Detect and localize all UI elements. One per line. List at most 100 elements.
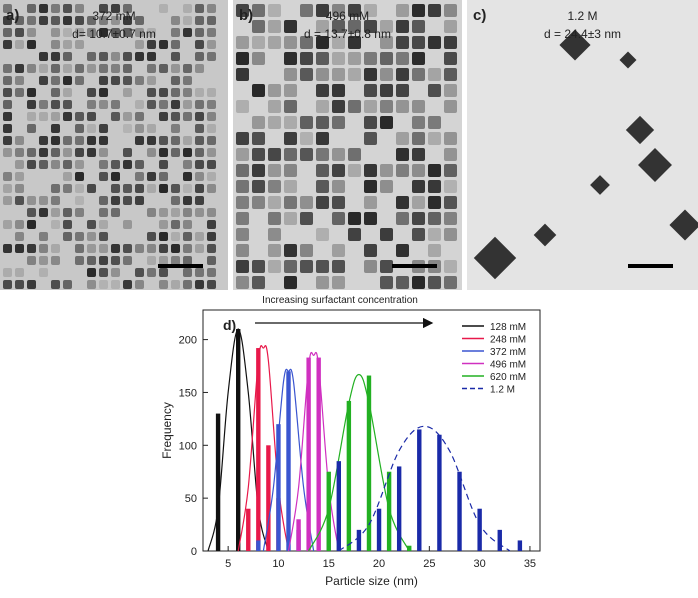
nanoparticle (428, 84, 441, 97)
nanoparticle (15, 148, 24, 157)
nanoparticle (63, 16, 72, 25)
nanoparticle (284, 260, 297, 273)
nanoparticle (147, 208, 156, 217)
nanoparticle (428, 36, 441, 49)
nanoparticle (252, 36, 265, 49)
nanoparticle (87, 100, 96, 109)
nanoparticle (195, 172, 204, 181)
nanoparticle (27, 196, 36, 205)
nanoparticle (348, 68, 361, 81)
nanoparticle (316, 100, 329, 113)
nanoparticle (332, 100, 345, 113)
nanoparticle (183, 100, 192, 109)
nanoparticle (268, 212, 281, 225)
nanoparticle (207, 40, 216, 49)
nanoparticle (75, 64, 84, 73)
y-tick-label: 50 (185, 493, 197, 505)
nanoparticle (300, 212, 313, 225)
nanoparticle (27, 28, 36, 37)
size-label: d= 10.7±0.7 nm (72, 27, 156, 41)
nanoparticle (159, 148, 168, 157)
nanoparticle (27, 4, 36, 13)
nanoparticle (195, 28, 204, 37)
concentration: 372 mM (92, 9, 135, 23)
nanoparticle (207, 268, 216, 277)
nanoparticle (3, 4, 12, 13)
nanoparticle (316, 196, 329, 209)
nanoparticle (252, 164, 265, 177)
nanoparticle (135, 40, 144, 49)
nanoparticle (183, 160, 192, 169)
nanoparticle (195, 232, 204, 241)
nanoparticle (316, 228, 329, 241)
nanoparticle (63, 172, 72, 181)
nanoparticle (252, 276, 265, 289)
nanoparticle (51, 100, 60, 109)
nanoparticle (171, 28, 180, 37)
nanoparticle (207, 88, 216, 97)
nanoparticle (396, 84, 409, 97)
nanoparticle (183, 220, 192, 229)
nanoparticle (15, 244, 24, 253)
nanoparticle (51, 256, 60, 265)
nanoparticle (63, 40, 72, 49)
nanoparticle (87, 268, 96, 277)
nanoparticle (444, 164, 457, 177)
nanoparticle (111, 52, 120, 61)
nanoparticle (135, 28, 144, 37)
nanoparticle (39, 208, 48, 217)
nanoparticle (412, 212, 425, 225)
nanoparticle (332, 244, 345, 257)
nanoparticle (332, 164, 345, 177)
nanoparticle (396, 196, 409, 209)
nanoparticle (236, 244, 249, 257)
nanoparticle (316, 260, 329, 273)
nanoparticle (364, 20, 377, 33)
nanoparticle (123, 256, 132, 265)
nanoparticle (195, 88, 204, 97)
nanoparticle (364, 68, 377, 81)
nanoparticle (3, 184, 12, 193)
nanoparticle (99, 52, 108, 61)
nanoparticle (300, 148, 313, 161)
nanoparticle (171, 256, 180, 265)
nanoparticle (207, 280, 216, 289)
nanoparticle (380, 164, 393, 177)
nanoparticle (171, 52, 180, 61)
nanoparticle (207, 208, 216, 217)
nanoparticle (15, 88, 24, 97)
nanoparticle (147, 88, 156, 97)
nanoparticle (147, 136, 156, 145)
nanoparticle (444, 20, 457, 33)
nanoparticle (300, 116, 313, 129)
nanoparticle (15, 268, 24, 277)
nanoparticle (268, 244, 281, 257)
bar (346, 400, 352, 551)
nanoparticle (183, 244, 192, 253)
nanoparticle (3, 172, 12, 181)
nanoparticle (171, 244, 180, 253)
nanoparticle (195, 64, 204, 73)
nanoparticle (15, 28, 24, 37)
nanoparticle (87, 16, 96, 25)
nanoparticle (284, 276, 297, 289)
nanoparticle (123, 280, 132, 289)
nanoparticle (412, 148, 425, 161)
nanoparticle (412, 180, 425, 193)
nanoparticle (195, 280, 204, 289)
nanoparticle (284, 116, 297, 129)
nanoparticle (3, 244, 12, 253)
nanoparticle (147, 40, 156, 49)
nanoparticle (111, 244, 120, 253)
nanoparticle (123, 244, 132, 253)
bar (215, 413, 221, 551)
nanoparticle (207, 124, 216, 133)
nanoparticle (207, 244, 216, 253)
nanoparticle (3, 88, 12, 97)
concentration: 1.2 M (567, 9, 597, 23)
nanoparticle (183, 280, 192, 289)
bar (236, 329, 241, 551)
nanoparticle (236, 36, 249, 49)
nanoparticle (135, 112, 144, 121)
bar (256, 348, 261, 551)
